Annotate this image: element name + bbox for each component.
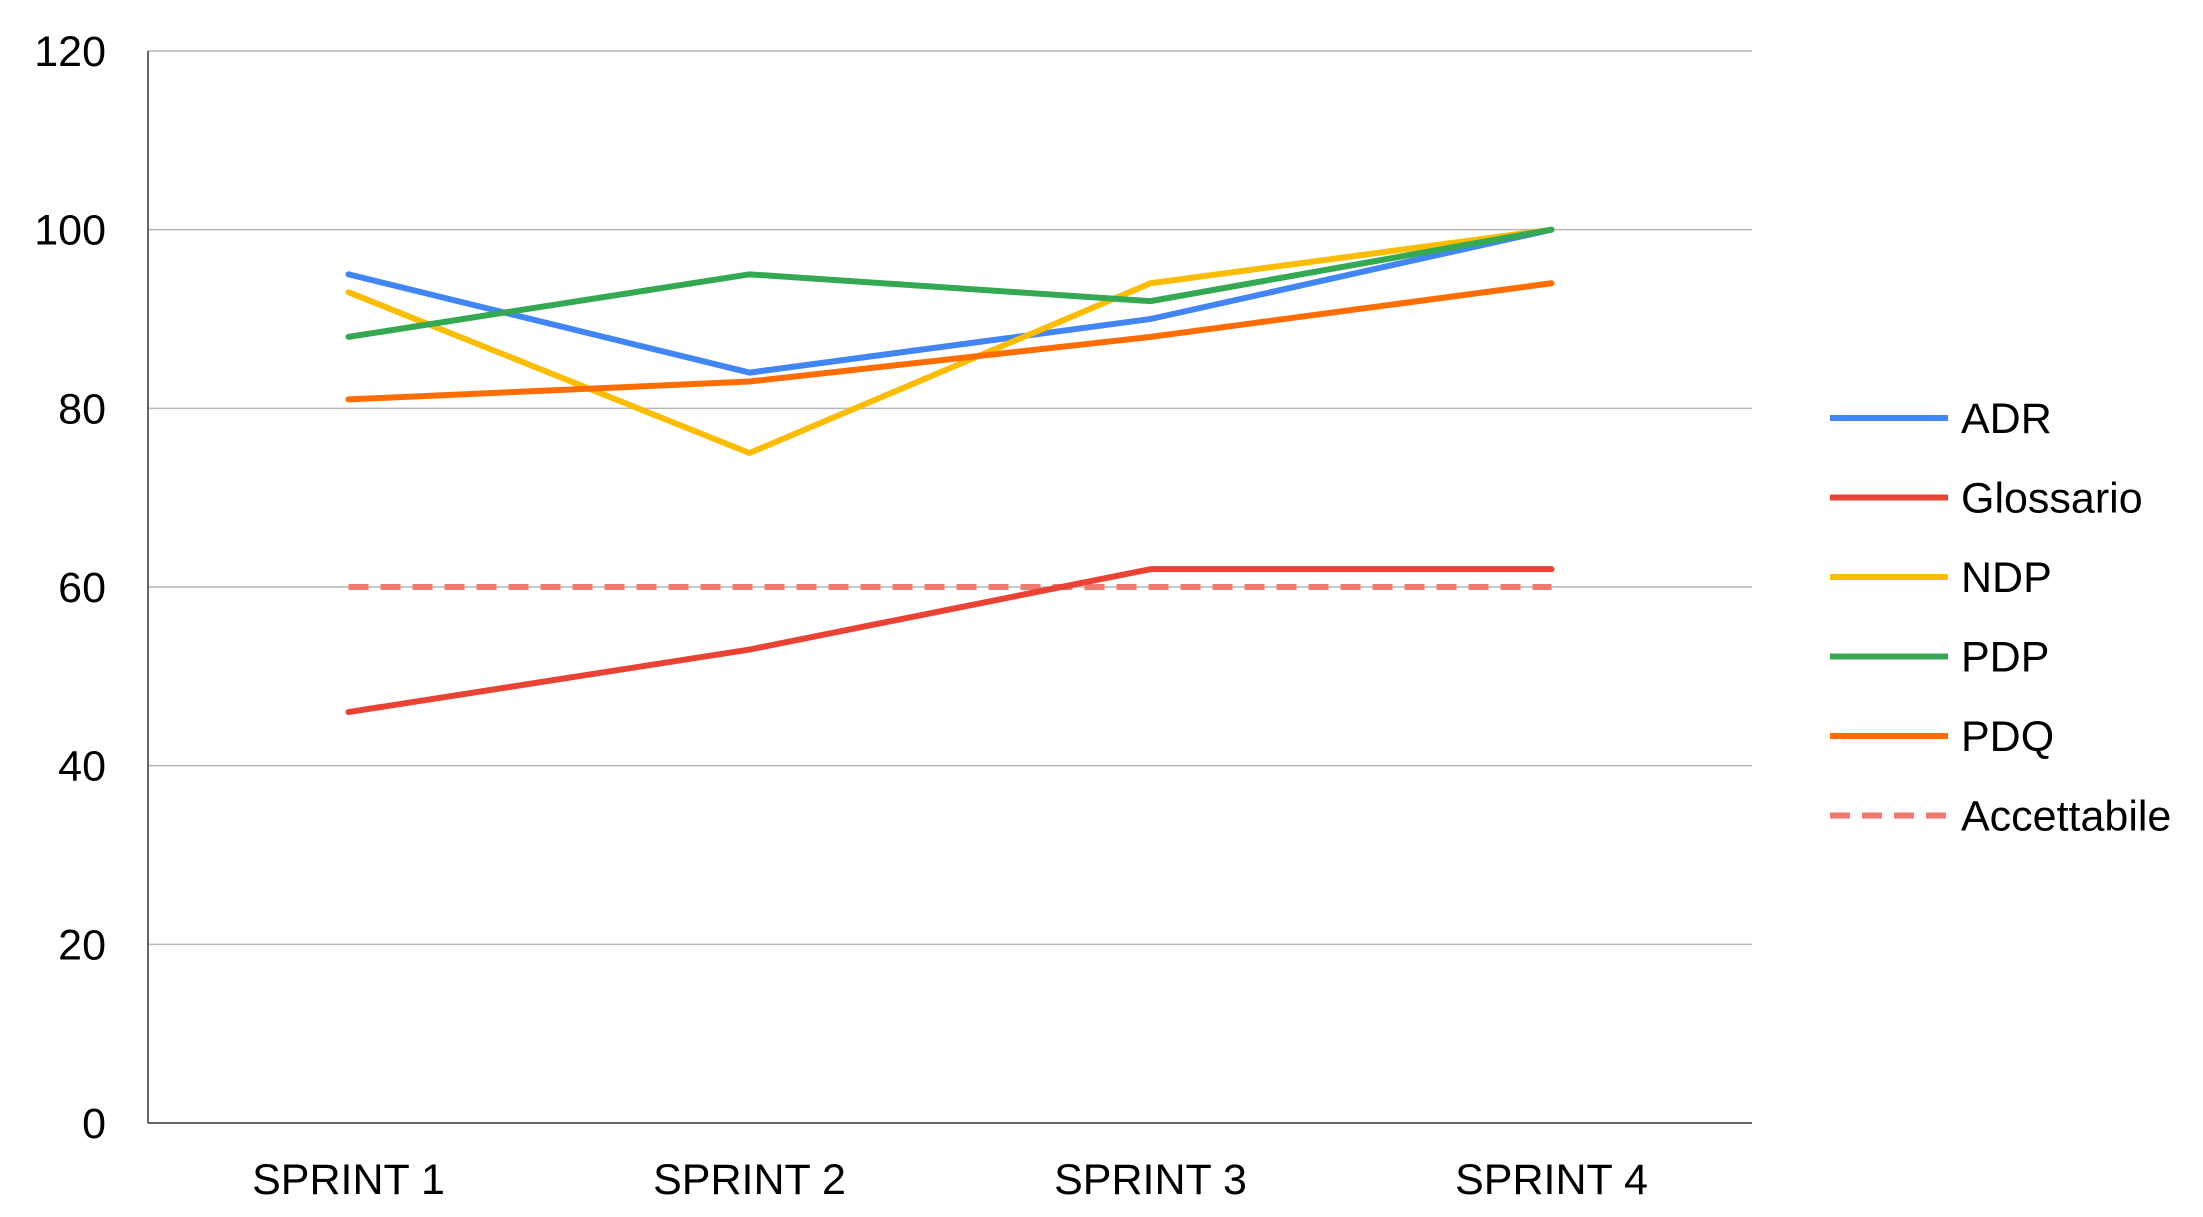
x-tick-label: SPRINT 4 xyxy=(1455,1156,1648,1204)
series-line-pdq xyxy=(345,280,1555,403)
y-tick-label: 20 xyxy=(58,921,106,969)
x-tick-label: SPRINT 2 xyxy=(653,1156,846,1204)
x-tick-label: SPRINT 3 xyxy=(1054,1156,1247,1204)
legend-item: Glossario xyxy=(1830,475,2143,523)
y-tick-label: 80 xyxy=(58,385,106,433)
legend-item: PDP xyxy=(1830,634,2049,682)
legend-label: PDP xyxy=(1961,634,2049,682)
series-line-adr xyxy=(345,226,1555,376)
axes: 0 20 40 60 80 100 120 SPRINT 1 SPRINT 2 SPRINT 3 S… xyxy=(34,28,1752,1204)
y-tick-label: 60 xyxy=(58,564,106,612)
y-tick-label: 0 xyxy=(82,1100,106,1148)
series-line-ndp xyxy=(345,226,1555,456)
legend-label: Glossario xyxy=(1961,475,2143,523)
gridlines xyxy=(148,50,1752,946)
y-tick-label: 100 xyxy=(34,207,106,255)
legend-label: NDP xyxy=(1961,554,2052,602)
legend-item: NDP xyxy=(1830,554,2052,602)
legend-label: Accettabile xyxy=(1961,793,2171,841)
legend-label: PDQ xyxy=(1961,713,2054,761)
series-line-glossario xyxy=(345,566,1555,716)
legend-item: PDQ xyxy=(1830,713,2054,761)
y-tick-label: 120 xyxy=(34,28,106,76)
x-tick-label: SPRINT 1 xyxy=(252,1156,445,1204)
series-lines xyxy=(345,226,1555,716)
legend-item: ADR xyxy=(1830,395,2052,443)
legend-label: ADR xyxy=(1961,395,2052,443)
legend-item: Accettabile xyxy=(1830,793,2171,841)
series-line-pdp xyxy=(345,226,1555,340)
legend: ADR Glossario NDP PDP PDQ Accettabile xyxy=(1830,395,2171,841)
y-tick-label: 40 xyxy=(58,743,106,791)
